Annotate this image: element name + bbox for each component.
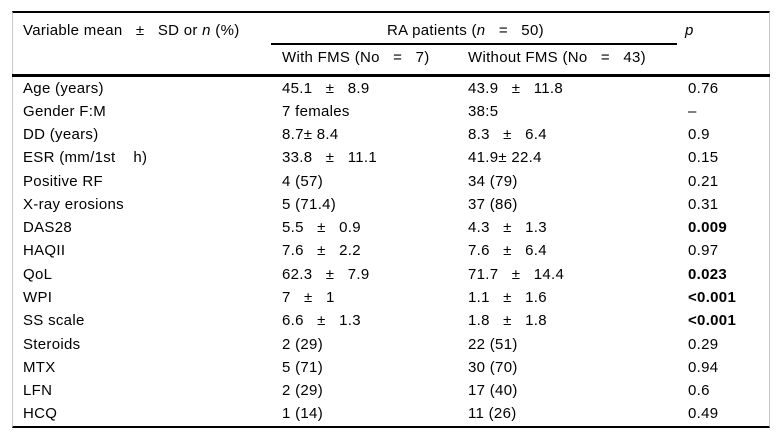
ra-patients-spanner-rule	[271, 43, 677, 45]
with-fms-value: 33.8 ± 11.1	[282, 149, 378, 167]
without-fms-value: 1.8 ± 1.8	[468, 312, 547, 330]
p-value: <0.001	[688, 288, 737, 306]
without-fms-value: 41.9± 22.4	[468, 149, 542, 167]
column-header-without-fms: Without FMS (No = 43)	[468, 49, 646, 66]
header-bottom-rule	[12, 74, 770, 77]
table-row: Age (years) 45.1 ± 8.9 43.9 ± 11.8 0.76	[13, 77, 769, 100]
without-fms-value: 43.9 ± 11.8	[468, 79, 564, 97]
table-row: Positive RF 4 (57) 34 (79) 0.21	[13, 170, 769, 193]
with-fms-value: 5 (71)	[282, 358, 323, 376]
with-fms-value: 62.3 ± 7.9	[282, 265, 370, 283]
without-fms-value: 71.7 ± 14.4	[468, 265, 565, 283]
p-value: 0.31	[688, 195, 719, 213]
p-value: 0.023	[688, 265, 728, 283]
column-header-ra-patients: RA patients (n = 50)	[387, 22, 544, 40]
row-label: ESR (mm/1st h)	[23, 149, 148, 167]
table-row: Gender F:M 7 females 38:5 –	[13, 100, 769, 123]
without-fms-value: 37 (86)	[468, 195, 518, 213]
row-label: QoL	[23, 265, 53, 283]
with-fms-value: 1 (14)	[282, 405, 323, 423]
with-fms-value: 2 (29)	[282, 335, 323, 353]
without-fms-value: 4.3 ± 1.3	[468, 218, 547, 236]
row-label: X-ray erosions	[23, 195, 124, 213]
row-label: Positive RF	[23, 172, 103, 190]
row-label: DD (years)	[23, 125, 99, 143]
without-fms-value: 11 (26)	[468, 405, 517, 423]
row-label: MTX	[23, 358, 56, 376]
table-row: Steroids 2 (29) 22 (51) 0.29	[13, 333, 769, 356]
italic-n: n	[476, 22, 486, 39]
p-value: 0.9	[688, 125, 710, 143]
patient-comparison-table: Variable mean ± SD or n (%) RA patients …	[12, 11, 770, 428]
p-value: <0.001	[688, 312, 737, 330]
with-fms-value: 7.6 ± 2.2	[282, 242, 361, 260]
without-fms-value: 7.6 ± 6.4	[468, 242, 547, 260]
p-value: –	[688, 102, 697, 120]
with-fms-value: 8.7± 8.4	[282, 125, 339, 143]
with-fms-value: 45.1 ± 8.9	[282, 79, 370, 97]
table-row: HCQ 1 (14) 11 (26) 0.49	[13, 403, 769, 426]
row-label: DAS28	[23, 218, 73, 236]
without-fms-value: 1.1 ± 1.6	[468, 288, 547, 306]
without-fms-value: 30 (70)	[468, 358, 518, 376]
table-row: SS scale 6.6 ± 1.3 1.8 ± 1.8 <0.001	[13, 310, 769, 333]
p-value: 0.76	[688, 79, 719, 97]
table-row: DD (years) 8.7± 8.4 8.3 ± 6.4 0.9	[13, 124, 769, 147]
column-header-variable: Variable mean ± SD or n (%)	[23, 22, 240, 40]
p-value: 0.97	[688, 242, 719, 260]
p-value: 0.21	[688, 172, 719, 190]
table-body: Age (years) 45.1 ± 8.9 43.9 ± 11.8 0.76 …	[13, 77, 769, 426]
variable-header-suffix: (%)	[210, 22, 240, 39]
without-fms-value: 8.3 ± 6.4	[468, 125, 547, 143]
italic-n: n	[202, 22, 211, 39]
column-header-p: p	[685, 22, 694, 39]
row-label: Steroids	[23, 335, 81, 353]
ra-header-text: RA patients (	[387, 22, 477, 39]
row-label: HAQII	[23, 242, 66, 260]
without-fms-value: 17 (40)	[468, 381, 518, 399]
row-label: HCQ	[23, 405, 58, 423]
table-row: HAQII 7.6 ± 2.2 7.6 ± 6.4 0.97	[13, 240, 769, 263]
with-fms-value: 2 (29)	[282, 381, 323, 399]
row-label: Gender F:M	[23, 102, 107, 120]
without-fms-value: 22 (51)	[468, 335, 518, 353]
row-label: LFN	[23, 381, 53, 399]
row-label: WPI	[23, 288, 53, 306]
row-label: SS scale	[23, 312, 85, 330]
p-value: 0.6	[688, 381, 710, 399]
table-row: ESR (mm/1st h) 33.8 ± 11.1 41.9± 22.4 0.…	[13, 147, 769, 170]
with-fms-value: 7 females	[282, 102, 350, 120]
without-fms-value: 38:5	[468, 102, 499, 120]
with-fms-value: 6.6 ± 1.3	[282, 312, 361, 330]
with-fms-value: 7 ± 1	[282, 288, 335, 306]
table-row: X-ray erosions 5 (71.4) 37 (86) 0.31	[13, 193, 769, 216]
table-row: QoL 62.3 ± 7.9 71.7 ± 14.4 0.023	[13, 263, 769, 286]
ra-header-suffix: = 50)	[485, 22, 544, 39]
p-value: 0.009	[688, 218, 728, 236]
with-fms-value: 4 (57)	[282, 172, 323, 190]
p-value: 0.15	[688, 149, 719, 167]
variable-header-text: Variable mean ± SD or	[23, 22, 203, 39]
p-value: 0.29	[688, 335, 719, 353]
p-value: 0.94	[688, 358, 719, 376]
table-row: LFN 2 (29) 17 (40) 0.6	[13, 379, 769, 402]
table-row: DAS28 5.5 ± 0.9 4.3 ± 1.3 0.009	[13, 217, 769, 240]
p-value: 0.49	[688, 405, 719, 423]
table-row: WPI 7 ± 1 1.1 ± 1.6 <0.001	[13, 286, 769, 309]
table-row: MTX 5 (71) 30 (70) 0.94	[13, 356, 769, 379]
row-label: Age (years)	[23, 79, 104, 97]
column-header-with-fms: With FMS (No = 7)	[282, 49, 430, 66]
with-fms-value: 5 (71.4)	[282, 195, 337, 213]
without-fms-value: 34 (79)	[468, 172, 518, 190]
with-fms-value: 5.5 ± 0.9	[282, 218, 361, 236]
